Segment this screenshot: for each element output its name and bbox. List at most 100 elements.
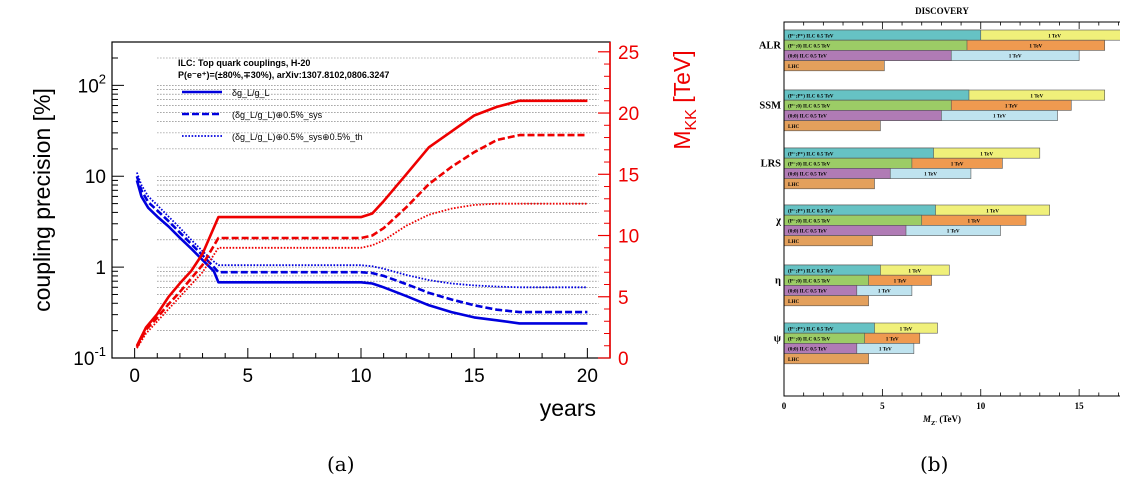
bar-label: (P⁻;P⁺) ILC 0.5 TeV: [788, 267, 834, 274]
x-axis-label: years: [540, 395, 596, 421]
y2-tick-label: 5: [618, 288, 629, 309]
y2-tick-label: 15: [618, 165, 639, 186]
bar-label: (P⁻;P⁺) ILC 0.5 TeV: [788, 32, 834, 39]
x-tick-label: 5: [880, 401, 885, 411]
x-tick-label: 0: [782, 401, 787, 411]
series-line: [135, 99, 588, 347]
x-tick-label: 0: [129, 366, 140, 387]
plot-frame: [783, 21, 1120, 397]
model-group: η (P⁻;P⁺) ILC 0.5 TeV 1 TeV (P⁻;0) ILC 0.5 …: [775, 264, 950, 307]
x-tick-label: 15: [1075, 401, 1085, 411]
bar-label: LHC: [788, 182, 799, 188]
model-group: χ (P⁻;P⁺) ILC 0.5 TeV 1 TeV (P⁻;0) ILC 0.5 …: [775, 204, 1050, 247]
bar-label: LHC: [788, 357, 799, 363]
bar-ext-label: 1 TeV: [980, 151, 993, 157]
x-tick-label: 10: [976, 401, 986, 411]
bar-ext-label: 1 TeV: [879, 347, 892, 353]
series-line: [135, 175, 588, 314]
x-axis-label: MZ' (TeV): [922, 414, 961, 427]
bar-ext-label: 1 TeV: [1030, 93, 1043, 99]
model-group: LRS (P⁻;P⁺) ILC 0.5 TeV 1 TeV (P⁻;0) ILC 0.…: [761, 147, 1041, 190]
bar-label: (P⁻;0) ILC 0.5 TeV: [788, 278, 830, 285]
caption-a: (a): [327, 452, 355, 476]
legend-label: δg_L/g_L: [232, 88, 270, 98]
bar-ext-label: 1 TeV: [900, 326, 913, 332]
bar-ext-label: 1 TeV: [951, 162, 964, 168]
bar-ext-label: 1 TeV: [967, 219, 980, 225]
bar-label: LHC: [788, 299, 799, 305]
y-tick-exponent: -1: [94, 344, 106, 359]
y-axis-label: coupling precision [%]: [29, 88, 55, 312]
y-tick-label: 10-1: [73, 344, 106, 370]
y-tick-label: 102: [78, 71, 106, 97]
bar-ext-label: 1 TeV: [947, 229, 960, 235]
legend-label: (δg_L/g_L)⊕0.5%_sys⊕0.5%_th: [232, 132, 363, 142]
legend-header-2: P(e⁻e⁺)=(±80%,∓30%), arXiv:1307.8102,080…: [178, 70, 389, 80]
chart-title: DISCOVERY: [915, 6, 969, 16]
bar-ext-label: 1 TeV: [924, 172, 937, 178]
x-label-main: M: [922, 414, 932, 424]
plot-series: [135, 99, 588, 349]
bar-ext-label: 1 TeV: [993, 114, 1006, 120]
y-tick-base: 10: [73, 349, 94, 370]
bar-label: (0;0) ILC 0.5 TeV: [788, 171, 827, 178]
y-tick-base: 10: [85, 167, 106, 188]
bar-label: LHC: [788, 239, 799, 245]
bar-label: (0;0) ILC 0.5 TeV: [788, 53, 827, 60]
model-label: χ: [775, 215, 781, 226]
y2-tick-label: 0: [618, 349, 629, 370]
bar-label: (0;0) ILC 0.5 TeV: [788, 288, 827, 295]
legend-header-1: ILC: Top quark couplings, H-20: [178, 58, 310, 68]
model-label: ψ: [774, 333, 782, 344]
x-label-sub: Z': [931, 420, 937, 427]
bar-label: (P⁻;0) ILC 0.5 TeV: [788, 103, 830, 110]
x-tick-label: 10: [350, 366, 371, 387]
grid: [157, 41, 599, 359]
model-label: η: [775, 275, 781, 286]
y-tick-label: 1: [95, 258, 106, 279]
y2-tick-label: 20: [618, 104, 639, 125]
y2-label-main: M: [669, 130, 695, 149]
model-label: SSM: [759, 100, 781, 111]
legend-label: (δg_L/g_L)⊕0.5%_sys: [232, 110, 323, 120]
y-tick-label: 10: [85, 167, 106, 188]
bar-label: (0;0) ILC 0.5 TeV: [788, 228, 827, 235]
model-group: ALR (P⁻;P⁺) ILC 0.5 TeV 1 TeV (P⁻;0) ILC 0.…: [759, 29, 1120, 72]
bar-label: (P⁻;P⁺) ILC 0.5 TeV: [788, 325, 834, 332]
model-group: ψ (P⁻;P⁺) ILC 0.5 TeV 1 TeV (P⁻;0) ILC 0.5 …: [774, 322, 938, 365]
bar-ext-label: 1 TeV: [886, 337, 899, 343]
bar-label: LHC: [788, 64, 799, 70]
bar-ext-label: 1 TeV: [1048, 33, 1061, 39]
legend: ILC: Top quark couplings, H-20 P(e⁻e⁺)=(±…: [178, 58, 389, 142]
y2-tick-label: 10: [618, 227, 639, 248]
bar-groups: ALR (P⁻;P⁺) ILC 0.5 TeV 1 TeV (P⁻;0) ILC 0.…: [759, 29, 1120, 365]
bar-label: (P⁻;0) ILC 0.5 TeV: [788, 43, 830, 50]
bar-label: (0;0) ILC 0.5 TeV: [788, 346, 827, 353]
bar-ext-label: 1 TeV: [878, 289, 891, 295]
model-group: SSM (P⁻;P⁺) ILC 0.5 TeV 1 TeV (P⁻;0) ILC 0.…: [759, 89, 1106, 132]
y2-label-sub: KK: [683, 109, 700, 131]
bar-label: (P⁻;P⁺) ILC 0.5 TeV: [788, 150, 834, 157]
bar-label: (P⁻;0) ILC 0.5 TeV: [788, 336, 830, 343]
bar-ext-label: 1 TeV: [908, 268, 921, 274]
bar-label: (P⁻;P⁺) ILC 0.5 TeV: [788, 207, 834, 214]
bar-label: (P⁻;0) ILC 0.5 TeV: [788, 218, 830, 225]
x-label-unit: (TeV): [937, 414, 961, 424]
bar-ext-label: 1 TeV: [986, 208, 999, 214]
bar-ext-label: 1 TeV: [894, 279, 907, 285]
model-label: LRS: [761, 158, 782, 169]
series-line: [135, 180, 588, 325]
bar-ext-label: 1 TeV: [1029, 44, 1042, 50]
discovery-bar-chart: DISCOVERY ALR (P⁻;P⁺) ILC 0.5 TeV 1 TeV (P⁻…: [759, 6, 1120, 427]
model-label: ALR: [759, 40, 782, 51]
bar-label: (P⁻;P⁺) ILC 0.5 TeV: [788, 92, 834, 99]
x-tick-label: 20: [577, 366, 598, 387]
axes: 0 5 10 15: [782, 21, 1120, 411]
right-y-axis-label: MKK [TeV]: [669, 50, 700, 149]
x-tick-label: 5: [243, 366, 254, 387]
series-line: [135, 133, 588, 348]
series-line: [136, 172, 588, 289]
bar-label: LHC: [788, 124, 799, 130]
